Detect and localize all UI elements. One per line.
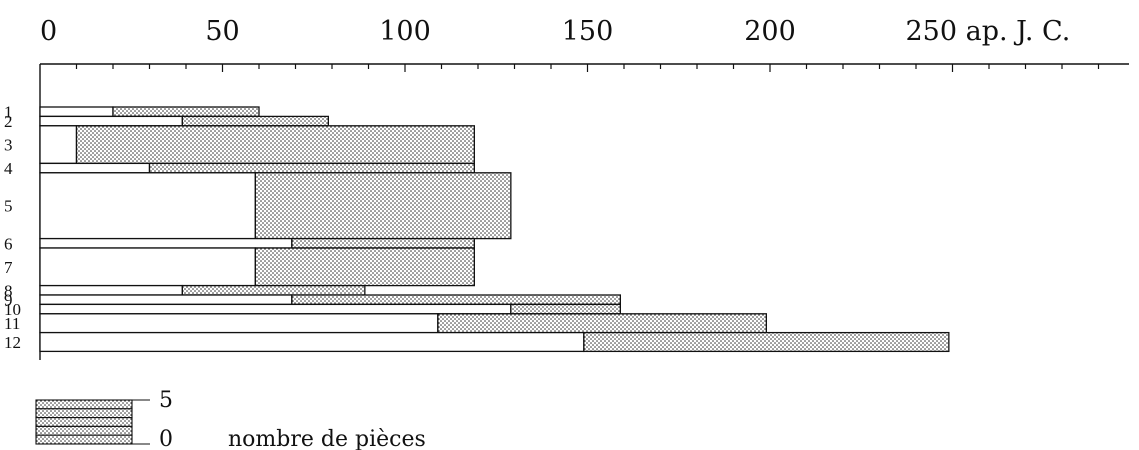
legend-strip-5: [35, 399, 133, 410]
row-label-9: 9: [4, 291, 13, 310]
bar-dotted-5: [254, 172, 512, 240]
bar-row-11: [39, 313, 768, 334]
bar-open-9: [39, 294, 293, 306]
x-axis: 0 50 100 150 200 250 ap. J. C.: [39, 16, 1129, 360]
bar-row-8: [39, 284, 366, 296]
bar-dotted-12: [583, 331, 950, 353]
row-label-2: 2: [4, 112, 13, 131]
bar-row-4: [39, 162, 476, 174]
x-tick-label-250: 250 ap. J. C.: [906, 16, 1071, 47]
bar-dotted-6: [291, 237, 476, 249]
x-axis-ticks: [75, 64, 1100, 72]
row-label-10: 10: [4, 300, 21, 319]
legend-text: nombre de pièces: [228, 427, 426, 450]
x-tick-label-150: 150: [562, 16, 614, 47]
bar-open-10: [39, 303, 512, 315]
x-tick-label-200: 200: [744, 16, 796, 47]
x-tick-label-0: 0: [40, 16, 57, 47]
legend-top-value: 5: [159, 388, 173, 413]
row-label-6: 6: [4, 234, 13, 253]
bar-dotted-2: [181, 115, 330, 127]
bar-dotted-9: [291, 294, 622, 306]
bar-row-9: [39, 294, 622, 306]
bar-open-11: [39, 313, 439, 334]
bar-row-2: [39, 115, 330, 127]
row-label-11: 11: [4, 314, 20, 333]
bar-dotted-3: [75, 125, 476, 165]
bar-open-8: [39, 284, 184, 296]
legend: 5 0 nombre de pièces: [35, 388, 426, 450]
bar-row-7: [39, 247, 476, 287]
bar-open-6: [39, 237, 293, 249]
bar-dotted-1: [112, 106, 260, 118]
bar-row-12: [39, 331, 950, 353]
x-tick-label-50: 50: [205, 16, 239, 47]
bar-open-2: [39, 115, 184, 127]
bar-dotted-8: [181, 284, 366, 296]
bar-row-10: [39, 303, 622, 315]
bar-row-3: [39, 125, 476, 165]
bar-dotted-4: [148, 162, 476, 174]
bar-dotted-7: [254, 247, 476, 287]
legend-bottom-value: 0: [159, 427, 173, 450]
bars: [39, 106, 950, 353]
legend-strip-1: [35, 434, 133, 445]
legend-strip-3: [35, 417, 133, 427]
row-label-8: 8: [4, 281, 13, 300]
row-label-12: 12: [4, 333, 21, 352]
legend-swatch: [35, 399, 150, 445]
bar-open-3: [39, 125, 78, 165]
bar-row-5: [39, 172, 512, 240]
legend-strip-4: [35, 408, 133, 419]
bar-row-1: [39, 106, 260, 118]
x-axis-tick-labels: 0 50 100 150 200 250 ap. J. C.: [40, 16, 1070, 47]
bar-open-4: [39, 162, 151, 174]
row-label-5: 5: [4, 197, 13, 216]
bar-dotted-11: [437, 313, 768, 334]
row-label-3: 3: [4, 136, 13, 155]
bar-open-7: [39, 247, 257, 287]
bar-row-6: [39, 237, 476, 249]
row-label-7: 7: [4, 258, 13, 277]
bar-dotted-10: [510, 303, 622, 315]
bar-open-12: [39, 331, 585, 353]
bar-open-5: [39, 172, 257, 240]
row-label-4: 4: [4, 159, 13, 178]
row-label-1: 1: [4, 103, 13, 122]
x-tick-label-100: 100: [379, 16, 431, 47]
legend-strip-2: [35, 425, 133, 436]
bar-open-1: [39, 106, 114, 118]
